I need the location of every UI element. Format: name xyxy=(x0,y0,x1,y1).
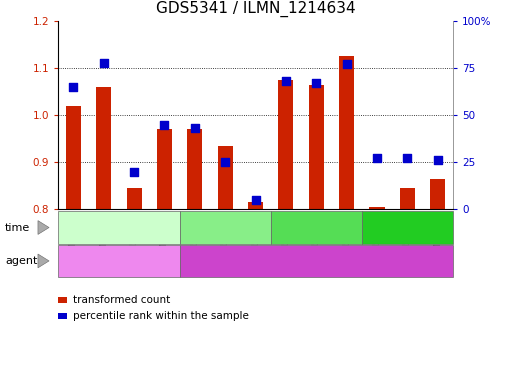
Bar xyxy=(429,179,444,209)
Point xyxy=(402,156,411,162)
Point xyxy=(251,197,259,203)
Point xyxy=(433,157,441,164)
Text: agent: agent xyxy=(5,256,37,266)
Text: control: control xyxy=(99,256,138,266)
Bar xyxy=(157,129,172,209)
Point xyxy=(281,78,289,84)
Bar xyxy=(96,87,111,209)
Point xyxy=(190,125,198,131)
Point xyxy=(130,169,138,175)
Bar xyxy=(66,106,81,209)
Text: hour 15: hour 15 xyxy=(294,222,337,233)
Bar xyxy=(217,146,232,209)
Text: hour 24: hour 24 xyxy=(385,222,428,233)
Bar xyxy=(278,80,293,209)
Bar xyxy=(399,188,414,209)
Text: GDS5341 / ILMN_1214634: GDS5341 / ILMN_1214634 xyxy=(156,1,355,17)
Text: rotenone: rotenone xyxy=(290,256,341,266)
Point xyxy=(99,60,108,66)
Bar xyxy=(308,84,323,209)
Point xyxy=(69,84,77,90)
Text: hour 8: hour 8 xyxy=(207,222,243,233)
Text: hour 0: hour 0 xyxy=(100,222,137,233)
Text: transformed count: transformed count xyxy=(73,295,170,305)
Text: percentile rank within the sample: percentile rank within the sample xyxy=(73,311,249,321)
Bar xyxy=(187,129,202,209)
Point xyxy=(160,121,168,127)
Bar xyxy=(247,202,263,209)
Bar xyxy=(126,188,141,209)
Point xyxy=(372,156,380,162)
Point xyxy=(342,61,350,68)
Bar xyxy=(369,207,384,209)
Text: time: time xyxy=(5,222,30,233)
Bar xyxy=(338,56,354,209)
Point xyxy=(221,159,229,166)
Point xyxy=(312,80,320,86)
